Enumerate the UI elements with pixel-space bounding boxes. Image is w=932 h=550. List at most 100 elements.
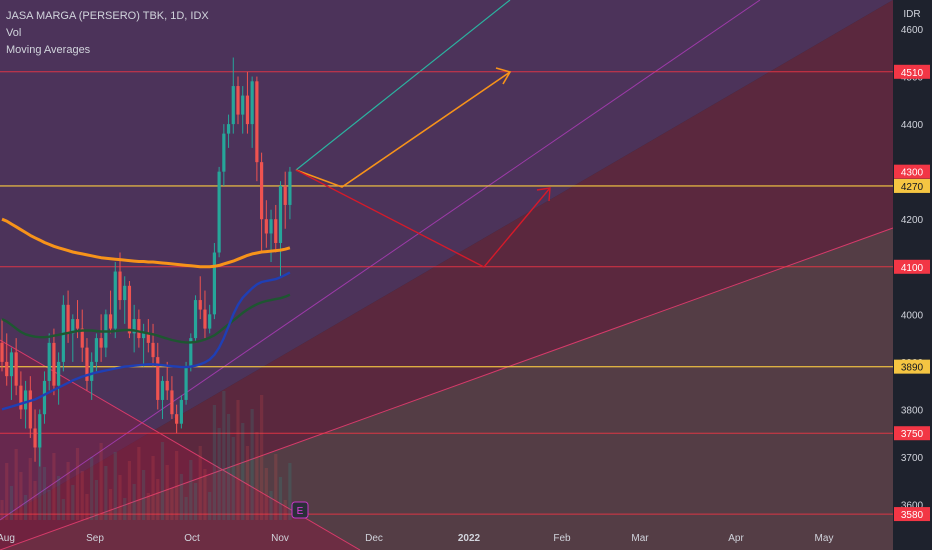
candle[interactable] [193, 295, 198, 343]
candle[interactable] [99, 314, 103, 362]
candle[interactable] [47, 333, 51, 391]
price-level-badge: 4510 [894, 64, 930, 79]
candle[interactable] [274, 204, 278, 253]
candle[interactable] [19, 371, 23, 419]
volume-bar [132, 484, 136, 520]
candle[interactable] [28, 376, 32, 438]
candle[interactable] [80, 309, 84, 362]
candle[interactable] [189, 333, 193, 372]
candle[interactable] [241, 86, 245, 134]
bearish-arrowhead [536, 187, 551, 202]
svg-text:3890: 3890 [901, 363, 924, 374]
candle[interactable] [236, 76, 240, 125]
x-tick-label: 2022 [458, 533, 481, 544]
candle[interactable] [0, 319, 4, 372]
candle[interactable] [255, 76, 259, 182]
volume-bar [226, 414, 231, 520]
candle[interactable] [146, 319, 150, 353]
volume-bar [85, 494, 89, 520]
volume-bar [217, 428, 221, 520]
candle[interactable] [14, 338, 18, 396]
y-tick-label: 4600 [901, 25, 924, 36]
volume-bar [80, 471, 84, 520]
candle[interactable] [175, 404, 179, 434]
candle[interactable] [151, 323, 155, 367]
price-level-badge: 4100 [894, 259, 930, 274]
volume-bar [104, 466, 108, 520]
candle[interactable] [127, 281, 132, 339]
candle[interactable] [264, 200, 268, 248]
candle[interactable] [160, 376, 165, 419]
candle[interactable] [156, 342, 160, 410]
earnings-marker[interactable]: E [291, 501, 309, 519]
candle[interactable] [42, 371, 47, 424]
volume-bar [208, 492, 212, 520]
volume-bar [57, 476, 61, 520]
candle[interactable] [288, 166, 292, 220]
candle[interactable] [222, 124, 226, 186]
volume-bar [264, 468, 268, 520]
candle[interactable] [245, 71, 250, 134]
candle[interactable] [85, 338, 89, 391]
candle[interactable] [179, 395, 183, 429]
volume-bar [160, 442, 165, 520]
volume-bar [184, 497, 188, 520]
candle[interactable] [38, 409, 42, 467]
candle[interactable] [5, 333, 9, 386]
candle[interactable] [170, 376, 174, 419]
chart-title[interactable]: JASA MARGA (PERSERO) TBK, 1D, IDX [6, 10, 209, 22]
moving-average-line[interactable] [1, 271, 291, 411]
candle[interactable] [132, 304, 136, 353]
x-tick-label: Dec [365, 533, 383, 544]
candle[interactable] [66, 290, 70, 343]
bullish-projection-arrow [295, 71, 511, 188]
candle[interactable] [226, 114, 231, 148]
candle[interactable] [212, 243, 216, 320]
svg-text:3580: 3580 [901, 510, 924, 521]
volume-bar [189, 460, 193, 520]
candle[interactable] [71, 314, 75, 362]
candle[interactable] [184, 361, 188, 405]
candle[interactable] [113, 262, 117, 339]
candle[interactable] [278, 181, 283, 277]
volume-bar [61, 499, 65, 520]
volume-bar [203, 469, 207, 520]
volume-bar [151, 456, 155, 520]
x-tick-label: Apr [728, 533, 744, 544]
volume-bar [75, 448, 80, 520]
candle[interactable] [118, 252, 122, 310]
candle[interactable] [90, 352, 94, 400]
candle[interactable] [57, 352, 61, 405]
legend-indicator-moving-averages[interactable]: Moving Averages [6, 44, 91, 56]
candle[interactable] [52, 328, 56, 396]
candle[interactable] [217, 166, 221, 258]
candle[interactable] [142, 323, 146, 367]
candle[interactable] [9, 347, 14, 400]
candle[interactable] [250, 76, 254, 148]
volume-bar [193, 483, 198, 520]
moving-average-line[interactable] [1, 217, 291, 269]
price-level-badge: 4300 [894, 164, 930, 179]
candle[interactable] [231, 57, 235, 134]
volume-bar [14, 449, 18, 520]
candle[interactable] [283, 171, 287, 229]
candle[interactable] [94, 333, 98, 372]
moving-average-line[interactable] [1, 293, 291, 344]
candle[interactable] [260, 152, 264, 253]
candle[interactable] [137, 309, 141, 348]
candle[interactable] [208, 304, 212, 334]
candle[interactable] [203, 290, 207, 339]
volume-bar [146, 493, 150, 520]
candle[interactable] [123, 276, 127, 324]
y-tick-label: 3600 [901, 501, 924, 512]
candle[interactable] [269, 209, 273, 263]
candle[interactable] [24, 380, 28, 429]
candle[interactable] [165, 361, 169, 400]
candle[interactable] [198, 276, 202, 320]
legend-indicator-volume[interactable]: Vol [6, 27, 22, 39]
candle[interactable] [108, 290, 113, 334]
candle[interactable] [33, 409, 37, 462]
volume-bar [175, 451, 179, 520]
volume-bar [9, 486, 14, 520]
